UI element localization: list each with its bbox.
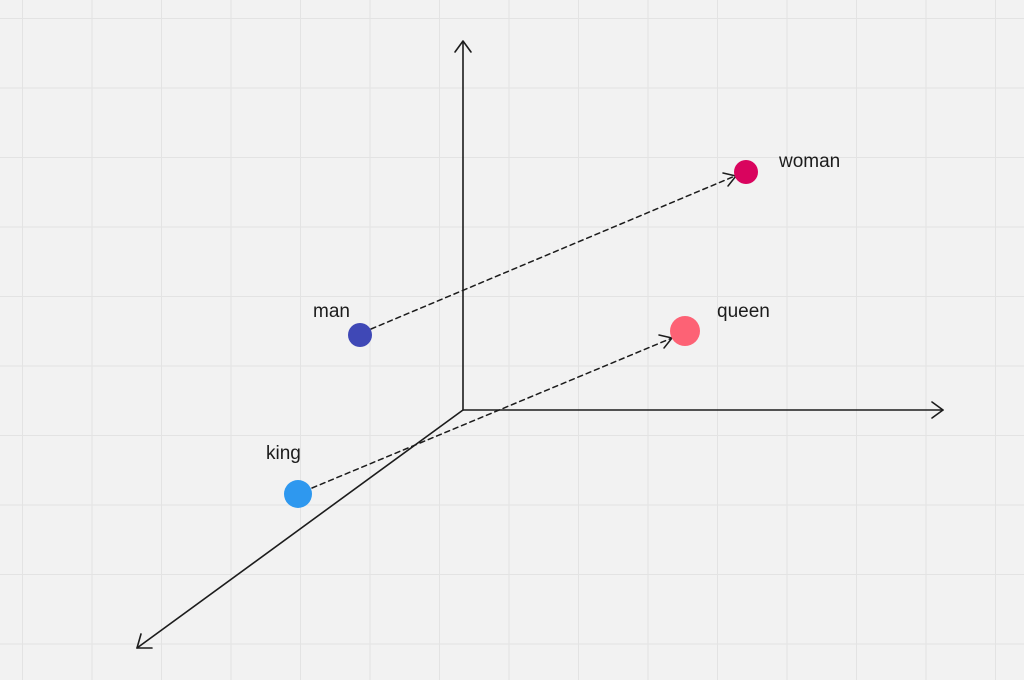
z-axis-arrowhead [136,633,153,649]
label-queen: queen [717,301,770,322]
points [284,160,758,508]
label-king: king [266,443,301,464]
point-queen [670,316,700,346]
y-axis-arrowhead [454,40,472,53]
z-axis [136,409,464,649]
axes [136,40,944,649]
vector-man-to-woman-arrowhead [722,172,737,187]
vector-king-to-queen [311,337,673,489]
x-axis-arrowhead [931,401,944,419]
label-woman: woman [778,151,840,172]
vector-man-to-woman [370,175,736,330]
labels: man woman king queen [266,151,840,464]
point-woman [734,160,758,184]
point-man [348,323,372,347]
label-man: man [313,301,350,322]
point-king [284,480,312,508]
